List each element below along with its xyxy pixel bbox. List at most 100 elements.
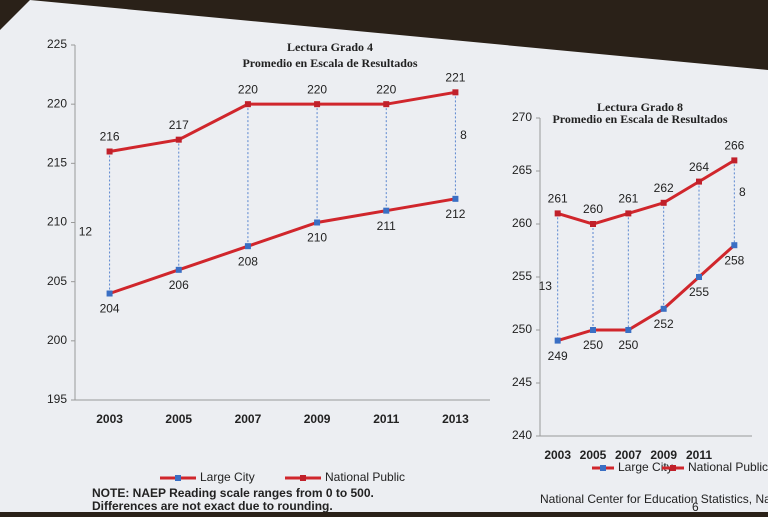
legend-marker: [300, 475, 306, 481]
data-label: 221: [445, 71, 465, 85]
y-tick-label: 200: [47, 333, 67, 347]
annotation: 12: [79, 225, 93, 239]
marker: [106, 290, 113, 297]
data-label: 220: [307, 82, 327, 96]
marker: [452, 195, 459, 202]
y-tick-label: 250: [512, 322, 532, 336]
marker: [660, 199, 667, 206]
legend-marker: [600, 465, 606, 471]
data-label: 220: [238, 82, 258, 96]
legend-marker: [670, 465, 676, 471]
marker: [590, 327, 596, 333]
y-tick-label: 225: [47, 37, 67, 51]
note: Differences are not exact due to roundin…: [92, 499, 333, 512]
x-tick-label: 2013: [442, 412, 469, 426]
data-label: 217: [169, 118, 189, 132]
marker: [554, 210, 561, 217]
annotation: 8: [460, 128, 467, 142]
marker: [452, 89, 459, 96]
y-tick-label: 270: [512, 110, 532, 124]
y-tick-label: 240: [512, 428, 532, 442]
marker: [660, 305, 667, 312]
y-tick-label: 205: [47, 274, 67, 288]
marker: [244, 243, 251, 250]
marker: [314, 101, 321, 108]
x-tick-label: 2007: [235, 412, 262, 426]
marker: [696, 178, 702, 185]
page-number: 6: [692, 500, 699, 512]
data-label: 252: [654, 317, 674, 331]
marker: [731, 242, 738, 249]
marker: [244, 101, 251, 108]
y-tick-label: 245: [512, 375, 532, 389]
data-label: 258: [724, 253, 744, 267]
marker: [625, 210, 632, 217]
y-tick-label: 195: [47, 392, 67, 406]
x-tick-label: 2005: [165, 412, 192, 426]
x-tick-label: 2007: [615, 448, 642, 462]
legend-label: Large City: [200, 470, 255, 484]
data-label: 208: [238, 254, 258, 268]
chart-title: Lectura Grado 4: [287, 40, 373, 54]
annotation: 8: [739, 185, 746, 199]
series-line: [109, 90, 456, 153]
data-label: 262: [654, 181, 674, 195]
data-label: 249: [548, 349, 568, 363]
marker: [696, 274, 702, 280]
marker: [383, 207, 390, 214]
data-label: 212: [445, 207, 465, 221]
data-label: 206: [169, 278, 189, 292]
data-label: 204: [100, 302, 120, 316]
marker: [625, 327, 632, 333]
y-tick-label: 265: [512, 163, 532, 177]
legend-marker: [175, 475, 181, 481]
series-line: [557, 244, 736, 343]
marker: [554, 337, 561, 344]
legend-label: Large City: [618, 460, 673, 474]
y-tick-label: 255: [512, 269, 532, 283]
x-tick-label: 2003: [544, 448, 571, 462]
data-label: 210: [307, 231, 327, 245]
x-tick-label: 2009: [650, 448, 677, 462]
marker: [383, 101, 390, 108]
data-label: 250: [618, 338, 638, 352]
x-tick-label: 2003: [96, 412, 123, 426]
data-label: 261: [548, 192, 568, 206]
series-line: [109, 197, 456, 295]
x-tick-label: 2005: [580, 448, 607, 462]
legend-label: National Public: [688, 460, 768, 474]
data-label: 220: [376, 82, 396, 96]
marker: [175, 136, 182, 143]
marker: [106, 148, 113, 155]
marker: [175, 266, 182, 273]
marker: [590, 221, 596, 227]
y-tick-label: 220: [47, 96, 67, 110]
y-tick-label: 215: [47, 156, 67, 170]
source: National Center for Education Statistics…: [540, 492, 768, 506]
legend-label: National Public: [325, 470, 405, 484]
y-tick-label: 260: [512, 216, 532, 230]
data-label: 261: [618, 192, 638, 206]
x-tick-label: 2009: [304, 412, 331, 426]
data-label: 266: [724, 139, 744, 153]
data-label: 255: [689, 285, 709, 299]
data-label: 260: [583, 202, 603, 216]
y-tick-label: 210: [47, 215, 67, 229]
data-label: 216: [100, 130, 120, 144]
x-tick-label: 2011: [373, 412, 399, 426]
series-line: [557, 159, 736, 226]
chart-subtitle: Promedio en Escala de Resultados: [552, 112, 727, 126]
data-label: 250: [583, 338, 603, 352]
chart-title: Lectura Grado 8: [597, 100, 683, 114]
x-tick-label: 2011: [686, 448, 712, 462]
marker: [731, 157, 738, 164]
data-label: 264: [689, 160, 709, 174]
chart-subtitle: Promedio en Escala de Resultados: [242, 56, 417, 70]
annotation: 13: [539, 279, 553, 293]
note: NOTE: NAEP Reading scale ranges from 0 t…: [92, 486, 374, 500]
marker: [314, 219, 321, 226]
data-label: 211: [377, 219, 396, 233]
